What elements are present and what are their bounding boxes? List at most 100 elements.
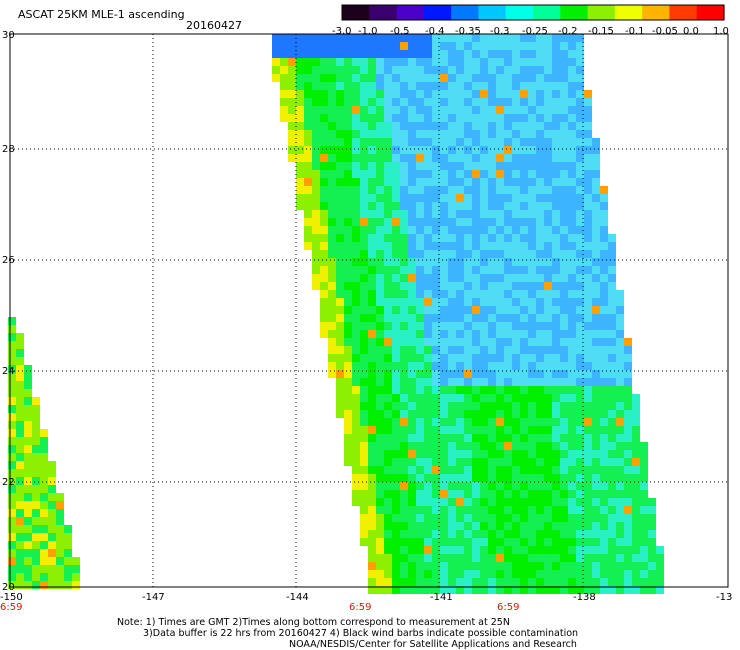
swath-cell [392,490,400,498]
swath-cell [496,186,504,194]
swath-cell [488,554,496,562]
swath-cell [440,586,448,594]
swath-cell [552,322,560,330]
swath-cell [376,170,384,178]
swath-cell [280,82,288,90]
swath-cell [528,210,536,218]
swath-cell [424,578,432,586]
swath-cell [560,122,568,130]
swath-cell [304,74,312,82]
swath-cell [48,501,56,509]
swath-cell [400,474,408,482]
swath-cell [376,498,384,506]
swath-cell [408,106,416,114]
swath-cell [528,282,536,290]
swath-cell [432,242,440,250]
swath-cell [480,298,488,306]
swath-cell [400,82,408,90]
swath-cell [360,522,368,530]
swath-cell [392,138,400,146]
swath-cell [600,570,608,578]
swath-cell [336,386,344,394]
swath-cell [408,82,416,90]
swath-cell [632,586,640,594]
swath-cell [528,314,536,322]
swath-cell [584,346,592,354]
swath-cell [496,74,504,82]
swath-cell [16,549,24,557]
swath-cell [320,50,328,58]
swath-cell [536,522,544,530]
swath-cell [456,250,464,258]
swath-cell [544,562,552,570]
swath-cell [376,154,384,162]
swath-cell [408,298,416,306]
swath-cell [24,437,32,445]
swath-cell [384,466,392,474]
swath-cell [544,258,552,266]
swath-cell [504,226,512,234]
swath-cell [416,130,424,138]
swath-cell [440,138,448,146]
swath-cell [400,458,408,466]
swath-cell [576,258,584,266]
swath-cell [600,394,608,402]
swath-cell [296,202,304,210]
swath-cell [448,570,456,578]
swath-cell [464,506,472,514]
swath-cell [408,306,416,314]
swath-cell [496,98,504,106]
swath-cell [320,170,328,178]
swath-cell [528,74,536,82]
swath-cell [520,74,528,82]
swath-cell [360,50,368,58]
swath-cell [408,530,416,538]
swath-cell [312,106,320,114]
swath-cell [496,498,504,506]
swath-cell [272,66,280,74]
swath-cell [448,74,456,82]
swath-cell [536,218,544,226]
swath-cell [368,450,376,458]
swath-cell [496,218,504,226]
swath-cell [400,178,408,186]
swath-cell [544,122,552,130]
swath-cell [360,154,368,162]
swath-cell [352,386,360,394]
swath-cell [408,314,416,322]
swath-cell [528,290,536,298]
swath-cell [488,498,496,506]
swath-cell [584,154,592,162]
swath-cell [616,370,624,378]
swath-cell [544,282,552,290]
swath-cell [320,98,328,106]
swath-cell [480,450,488,458]
swath-cell [528,242,536,250]
swath-cell [440,394,448,402]
swath-cell [584,418,592,426]
swath-cell [16,413,24,421]
swath-cell [368,482,376,490]
swath-cell [592,282,600,290]
swath-cell [600,514,608,522]
swath-cell [288,114,296,122]
swath-cell [456,522,464,530]
swath-cell [408,242,416,250]
swath-cell [472,282,480,290]
swath-cell [504,306,512,314]
swath-cell [544,338,552,346]
swath-cell [544,250,552,258]
swath-cell [456,258,464,266]
swath-cell [464,138,472,146]
swath-cell [608,538,616,546]
swath-cell [32,477,40,485]
swath-cell [552,106,560,114]
swath-cell [616,490,624,498]
swath-cell [392,410,400,418]
swath-cell [368,586,376,594]
swath-cell [400,138,408,146]
swath-cell [560,546,568,554]
swath-cell [520,474,528,482]
swath-cell [328,194,336,202]
swath-cell [496,314,504,322]
